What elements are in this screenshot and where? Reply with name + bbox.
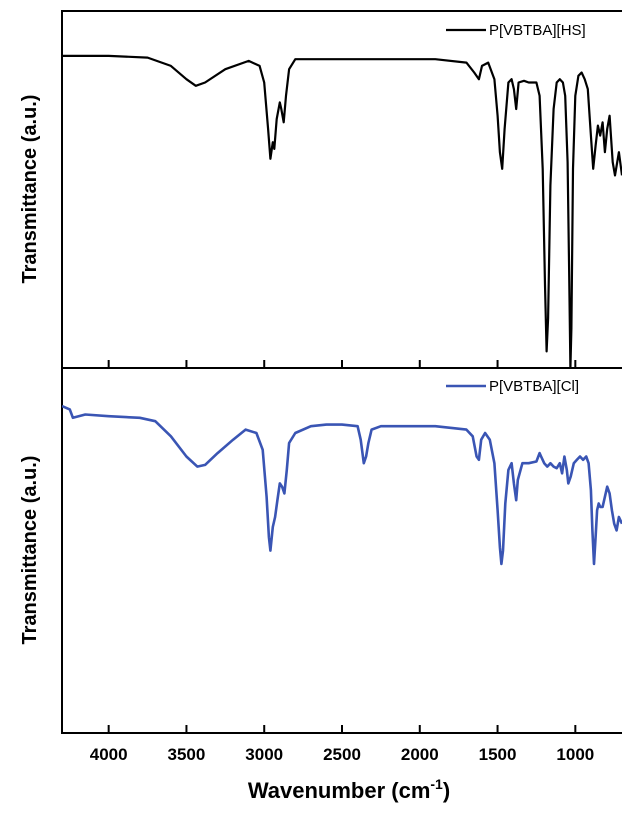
- x-tick-label-2000: 2000: [401, 745, 439, 764]
- x-tick-label-1000: 1000: [556, 745, 594, 764]
- x-tick-label-4000: 4000: [90, 745, 128, 764]
- spectrum-line-vbtba-cl: [62, 404, 622, 566]
- x-axis-title: Wavenumber (cm-1): [248, 776, 450, 803]
- top-panel-y-axis-title: Transmittance (a.u.): [19, 95, 41, 284]
- bottom-panel-frame: [61, 367, 622, 734]
- x-tick-label-3500: 3500: [168, 745, 206, 764]
- x-tick-labels: 4000 3500 3000 2500 2000 1500 1000: [90, 745, 594, 764]
- x-tick-label-1500: 1500: [479, 745, 517, 764]
- bottom-panel-x-ticks: [107, 725, 577, 733]
- x-axis-title-close: ): [443, 778, 450, 803]
- top-panel-frame: [61, 10, 622, 369]
- spectrum-line-vbtba-hs: [62, 54, 622, 368]
- x-axis-title-superscript: -1: [430, 776, 443, 792]
- x-tick-label-3000: 3000: [245, 745, 283, 764]
- top-panel-legend: P[VBTBA][HS]: [446, 22, 586, 39]
- legend-label-vbtba-cl: P[VBTBA][Cl]: [489, 378, 579, 395]
- bottom-panel-legend: P[VBTBA][Cl]: [446, 378, 579, 395]
- x-tick-label-2500: 2500: [323, 745, 361, 764]
- top-panel-x-ticks: [107, 360, 577, 368]
- bottom-panel-y-axis-title: Transmittance (a.u.): [19, 456, 41, 645]
- legend-label-vbtba-hs: P[VBTBA][HS]: [489, 22, 586, 39]
